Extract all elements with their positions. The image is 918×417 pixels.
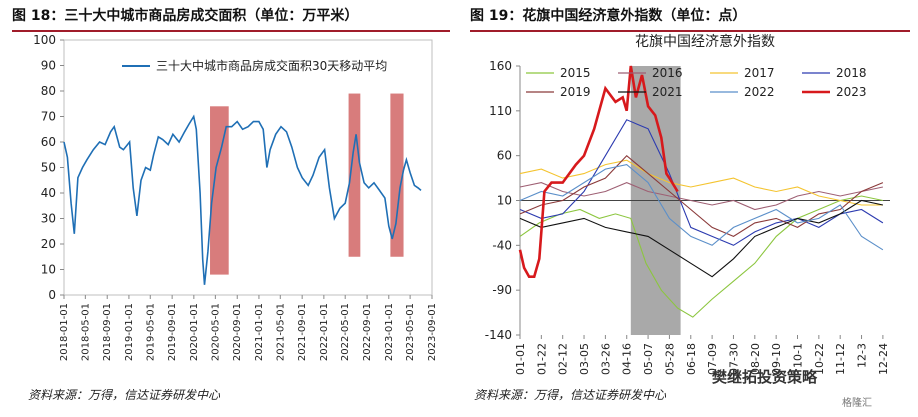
x-tick-label: 04-16 (621, 343, 634, 375)
x-tick-label: 2021-05-01 (275, 303, 286, 361)
x-tick-label: 2021-09-01 (297, 303, 308, 361)
y-tick-label: 10 (497, 194, 512, 208)
x-tick-label: 01-22 (535, 343, 548, 375)
legend-label-2019: 2019 (560, 85, 591, 99)
x-tick-label: 2023-09-01 (427, 303, 438, 361)
x-tick-label: 2020-09-01 (232, 303, 243, 361)
x-tick-label: 2022-05-01 (340, 303, 351, 361)
right-figure-title: 图 19：花旗中国经济意外指数（单位：点） (470, 8, 747, 24)
series-line-2023 (518, 65, 679, 278)
x-tick-label: 2023-01-01 (384, 303, 395, 361)
x-tick-label: 2023-05-01 (405, 303, 416, 361)
x-tick-label: 05-07 (642, 343, 655, 375)
watermark-text: 樊继拓投资策略 (712, 368, 818, 386)
x-tick-label: 2019-01-01 (124, 303, 135, 361)
y-tick-label: 100 (33, 33, 56, 47)
x-tick-label: 10-1 (792, 343, 805, 368)
x-tick-label: 2022-09-01 (362, 303, 373, 361)
x-tick-label: 2020-05-01 (210, 303, 221, 361)
y-tick-label: 40 (41, 186, 56, 200)
x-tick-label: 06-18 (685, 343, 698, 375)
right-source-note: 资料来源：万得，信达证券研发中心 (474, 388, 667, 402)
x-tick-label: 10-22 (813, 343, 826, 375)
series-line-2019 (519, 154, 884, 238)
legend-label-2021: 2021 (652, 85, 683, 99)
y-tick-label: 0 (48, 288, 56, 302)
y-tick-label: 50 (41, 161, 56, 175)
x-tick-label: 12-24 (877, 343, 890, 375)
x-tick-label: 12-3 (856, 343, 869, 368)
legend-label-2022: 2022 (744, 85, 775, 99)
left-source-note: 资料来源：万得，信达证券研发中心 (28, 388, 221, 402)
legend-label-2018: 2018 (836, 66, 867, 80)
right-title-rule (470, 30, 910, 32)
y-tick-label: 160 (489, 59, 512, 73)
y-tick-label: 110 (489, 104, 512, 118)
y-tick-label: 30 (41, 212, 56, 226)
x-tick-label: 07-09 (706, 343, 719, 375)
left-figure-title: 图 18：三十大中城市商品房成交面积（单位：万平米） (12, 8, 359, 24)
highlight-rect-0 (210, 106, 229, 275)
y-tick-label: 60 (41, 135, 56, 149)
y-tick-label: -90 (492, 283, 512, 297)
y-tick-label: 80 (41, 84, 56, 98)
x-tick-label: 08-20 (749, 343, 762, 375)
legend-label: 三十大中城市商品房成交面积30天移动平均 (156, 58, 387, 73)
series-line-2021 (519, 199, 884, 278)
y-tick-label: 10 (41, 263, 56, 277)
x-tick-label: 03-26 (599, 343, 612, 375)
x-tick-label: 03-05 (578, 343, 591, 375)
x-tick-label: 11-12 (834, 343, 847, 375)
y-tick-label: -140 (485, 328, 512, 342)
y-tick-label: 60 (497, 149, 512, 163)
series-line-2015 (519, 195, 884, 318)
y-tick-label: 70 (41, 110, 56, 124)
legend-label-2016: 2016 (652, 66, 683, 80)
highlight-rect-2 (390, 93, 404, 257)
x-tick-label: 2019-09-01 (167, 303, 178, 361)
series-line-mall-area (63, 114, 422, 285)
x-tick-label: 2018-01-01 (59, 303, 70, 361)
x-tick-label: 09-10 (770, 343, 783, 375)
legend-label-2023: 2023 (836, 85, 867, 99)
x-tick-label: 02-12 (557, 343, 570, 375)
x-tick-label: 01-01 (514, 343, 527, 375)
y-tick-label: 20 (41, 237, 56, 251)
y-tick-label: -40 (492, 238, 512, 252)
left-plot-frame (63, 39, 433, 296)
right-chart: 花旗中国经济意外指数 -140 -90 -40 10 60 110 160 01-01 01-22… (485, 33, 890, 375)
left-title-rule (12, 30, 450, 32)
x-tick-label: 2021-01-01 (254, 303, 265, 361)
x-tick-label: 2018-09-01 (102, 303, 113, 361)
x-tick-label: 2022-01-01 (319, 303, 330, 361)
x-tick-label: 07-30 (727, 343, 740, 375)
left-chart: 0 10 20 30 40 50 60 70 80 90 100 2018-01-01 2018-05-… (33, 33, 438, 361)
x-tick-label: 2020-01-01 (189, 303, 200, 361)
legend-label-2015: 2015 (560, 66, 591, 80)
x-tick-label: 2018-05-01 (80, 303, 91, 361)
x-tick-label: 2019-05-01 (145, 303, 156, 361)
x-tick-label: 05-28 (663, 343, 676, 375)
y-tick-label: 90 (41, 59, 56, 73)
series-line-2018 (519, 119, 884, 246)
highlight-rect-1 (348, 93, 361, 257)
watermark-sub: 格隆汇 (842, 398, 872, 409)
legend-label-2017: 2017 (744, 66, 775, 80)
right-chart-title: 花旗中国经济意外指数 (635, 33, 775, 50)
series-line-2017 (519, 159, 883, 206)
series-line-2022 (519, 164, 884, 251)
